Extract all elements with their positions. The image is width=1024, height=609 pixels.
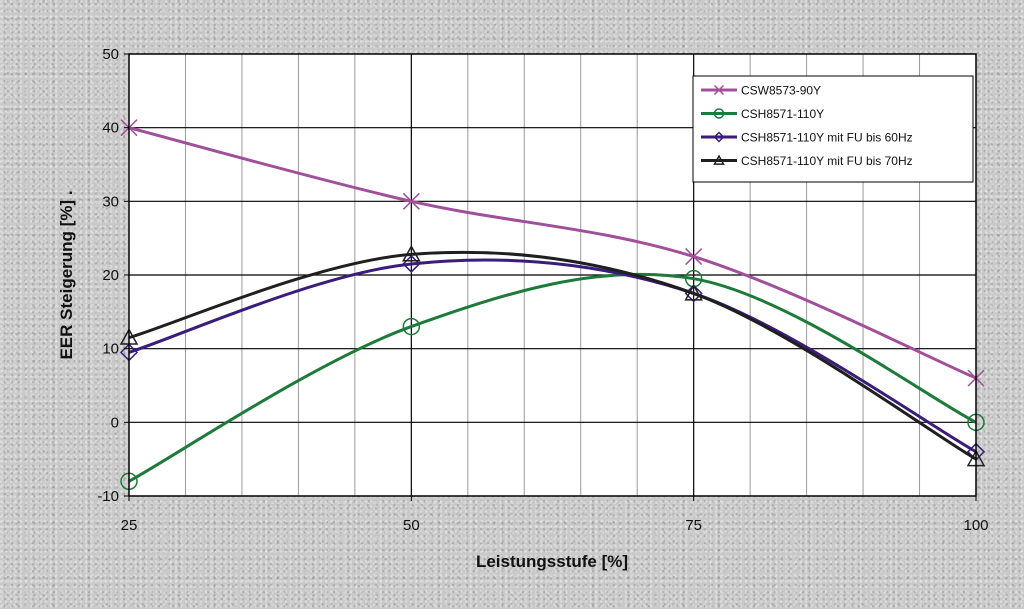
y-tick-label: 30 [102,193,119,210]
legend-marker [713,108,725,119]
legend: CSW8573-90Y CSH8571-110Y CSH8571-110Y mit … [692,75,974,183]
y-tick-label: 0 [111,414,119,431]
data-point [402,192,420,210]
legend-label: CSH8571-110Y [741,107,824,121]
legend-marker [713,154,725,165]
y-tick-label: -10 [97,488,119,505]
legend-item: CSH8571-110Y mit FU bis 60Hz [701,131,913,145]
legend-item: CSW8573-90Y [701,84,821,98]
legend-item: CSH8571-110Y mit FU bis 70Hz [701,154,913,168]
legend-box [692,75,974,183]
legend-label: CSW8573-90Y [741,84,821,98]
x-tick-label: 75 [685,517,702,534]
x-tick-label: 100 [963,517,988,534]
legend-label: CSH8571-110Y mit FU bis 70Hz [741,154,913,168]
x-tick-label: 25 [121,517,138,534]
y-tick-label: 50 [102,46,119,63]
tick-labels: -10 0 10 20 30 40 50 25 50 75 100 [97,46,988,534]
x-tick-label: 50 [403,517,420,534]
data-point [402,244,421,262]
legend-item: CSH8571-110Y [701,107,824,121]
y-axis-title: EER Steigerung [%] . [57,190,76,359]
legend-marker [713,84,725,96]
series-line [128,126,977,380]
data-point [685,248,703,266]
y-tick-label: 40 [102,120,119,137]
legend-marker [713,131,725,143]
y-tick-label: 10 [102,341,119,358]
x-axis-title: Leistungsstufe [%] [476,552,628,571]
series-line [128,272,977,483]
data-point [402,317,421,336]
series-line [128,250,977,461]
legend-label: CSH8571-110Y mit FU bis 60Hz [741,131,913,145]
series-line [128,258,977,454]
y-tick-label: 20 [102,267,119,284]
data-point [684,283,703,301]
